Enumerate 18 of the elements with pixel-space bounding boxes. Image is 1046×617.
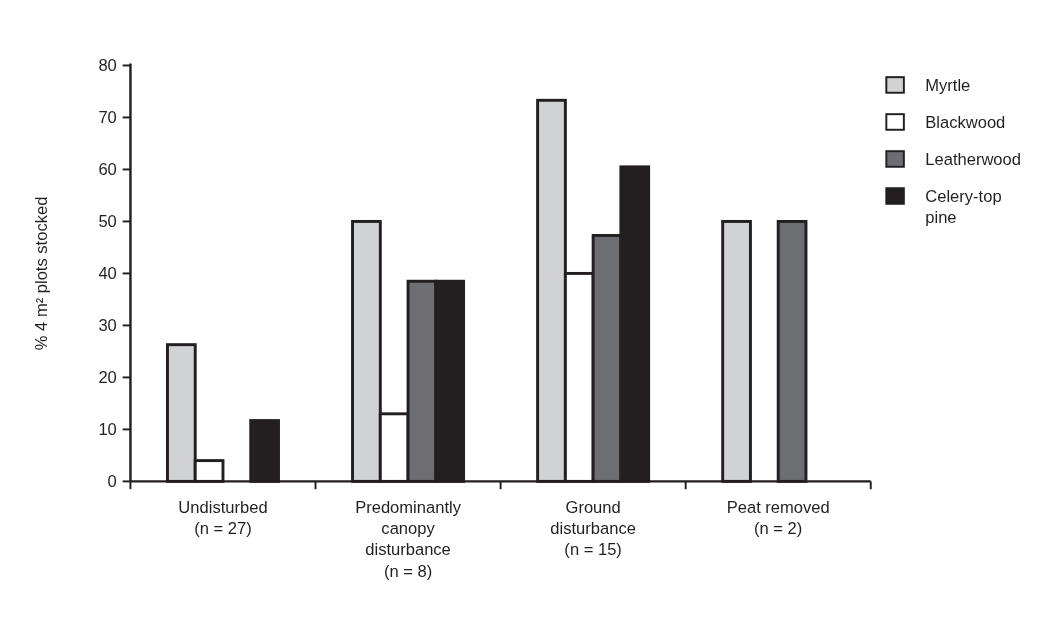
- y-axis-title: % 4 m² plots stocked: [31, 196, 51, 351]
- legend-label: Blackwood: [925, 112, 1006, 132]
- y-tick-label: 80: [98, 56, 117, 76]
- x-tick-label: Undisturbed (n = 27): [178, 497, 268, 538]
- y-tick-label: 10: [98, 420, 117, 440]
- y-tick-label: 20: [98, 368, 117, 388]
- legend-label: Myrtle: [925, 75, 971, 95]
- y-tick-label: 60: [98, 160, 117, 180]
- x-tick-label: Peat removed (n = 2): [726, 497, 830, 538]
- y-tick-label: 50: [98, 212, 117, 232]
- legend-label: Celery-top pine: [925, 186, 1002, 228]
- legend-label: Leatherwood: [925, 149, 1021, 169]
- y-tick-label: 30: [98, 316, 117, 336]
- y-tick-label: 70: [98, 108, 117, 128]
- y-tick-label: 40: [98, 264, 117, 284]
- x-tick-label: Predominantly canopy disturbance (n = 8): [355, 497, 462, 581]
- y-tick-label: 0: [107, 472, 117, 492]
- x-tick-label: Ground disturbance (n = 15): [550, 497, 636, 560]
